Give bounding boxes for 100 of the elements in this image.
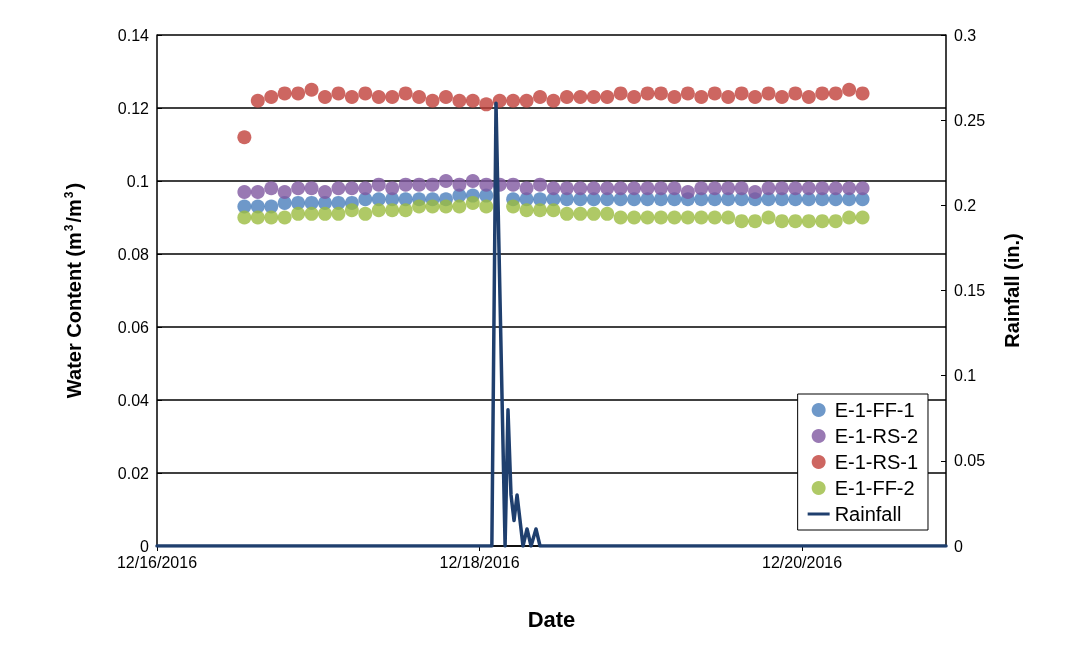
point [398, 177, 413, 192]
point [438, 174, 453, 188]
point [667, 181, 682, 196]
point [318, 90, 332, 105]
point [425, 93, 440, 108]
point [653, 86, 668, 101]
point [344, 203, 359, 218]
point [546, 181, 561, 196]
y-tick-label: 0.14 [117, 26, 150, 44]
point [465, 93, 480, 108]
point [761, 210, 776, 225]
y2-tick-label: 0.3 [954, 26, 977, 44]
point [559, 90, 574, 105]
point [559, 181, 574, 196]
point [358, 206, 373, 221]
point [586, 90, 601, 105]
point [264, 90, 279, 105]
point [506, 199, 521, 214]
point [573, 181, 588, 196]
point [680, 210, 695, 225]
point [465, 174, 480, 188]
point [855, 210, 870, 225]
point [559, 206, 574, 221]
legend-label: E-1-RS-2 [834, 425, 919, 447]
point [707, 210, 722, 225]
point [546, 203, 561, 218]
point [358, 181, 373, 196]
legend-label: E-1-RS-1 [834, 451, 919, 473]
legend-label: Rainfall [834, 503, 902, 525]
point [533, 90, 548, 105]
point [707, 86, 722, 101]
point [680, 86, 695, 101]
point [815, 214, 830, 229]
point [506, 93, 521, 108]
point [371, 90, 386, 105]
point [828, 86, 843, 101]
x-axis-title: Date [527, 606, 576, 632]
point [318, 206, 332, 221]
point [613, 86, 628, 101]
point [277, 86, 292, 101]
point [344, 181, 359, 196]
point [452, 177, 467, 192]
point [519, 181, 534, 196]
y-tick-label: 0.12 [117, 99, 150, 117]
point [774, 214, 789, 229]
point [627, 210, 642, 225]
point [627, 181, 642, 196]
point [304, 181, 319, 196]
point [721, 181, 736, 196]
point [586, 206, 601, 221]
point [519, 203, 534, 218]
point [385, 203, 400, 218]
legend-label: E-1-FF-1 [834, 399, 915, 421]
y-tick-label: 0.04 [117, 391, 150, 409]
point [412, 177, 427, 192]
y-tick-label: 0 [140, 537, 150, 555]
point [398, 203, 413, 218]
point [828, 181, 843, 196]
point [479, 97, 494, 112]
point [371, 203, 386, 218]
point [237, 210, 252, 225]
point [358, 86, 373, 101]
point [721, 90, 736, 105]
y2-tick-label: 0.15 [954, 282, 986, 299]
y-tick-label: 0.06 [117, 318, 150, 336]
y2-axis-title: Rainfall (in.) [1001, 233, 1023, 348]
point [748, 214, 763, 229]
point [573, 206, 588, 221]
point [774, 90, 789, 105]
point [465, 195, 480, 210]
point [479, 177, 494, 192]
point [801, 90, 816, 105]
point [237, 184, 252, 199]
point [640, 86, 655, 101]
legend-label: E-1-FF-2 [834, 477, 915, 499]
point [855, 181, 870, 196]
point [600, 206, 615, 221]
point [344, 90, 359, 105]
point [546, 93, 561, 108]
point [761, 181, 776, 196]
point [801, 214, 816, 229]
point [855, 86, 870, 101]
point [250, 184, 265, 199]
y-tick-label: 0.1 [126, 172, 150, 190]
point [277, 210, 292, 225]
point [761, 86, 776, 101]
point [815, 86, 830, 101]
point [250, 93, 265, 108]
point [425, 177, 440, 192]
point [519, 93, 534, 108]
point [304, 82, 319, 97]
point [667, 90, 682, 105]
point [680, 184, 695, 199]
point [331, 206, 346, 221]
point [734, 181, 749, 196]
point [653, 181, 668, 196]
y2-tick-label: 0.25 [954, 111, 986, 129]
point [479, 199, 494, 214]
point [264, 181, 279, 196]
point [640, 181, 655, 196]
